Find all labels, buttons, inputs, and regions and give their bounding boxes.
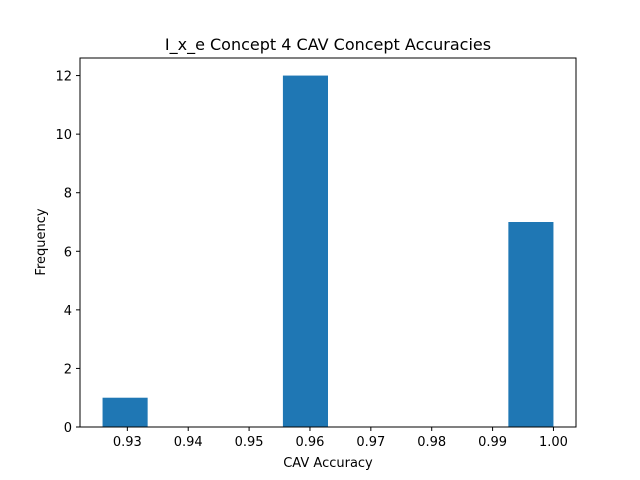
- y-tick-label: 4: [64, 304, 72, 319]
- y-tick-label: 6: [64, 245, 72, 260]
- y-axis-ticks: 0 2 4 6 8 10 12: [55, 70, 80, 436]
- bars-group: [102, 75, 554, 427]
- x-tick-label: 0.94: [174, 435, 203, 450]
- x-tick-label: 1.00: [539, 435, 568, 450]
- x-axis-ticks: 0.93 0.94 0.95 0.96 0.97 0.98 0.99 1.00: [113, 427, 568, 450]
- histogram-bar-9: [508, 222, 554, 427]
- y-tick-label: 0: [64, 421, 72, 436]
- histogram-bar-0: [102, 397, 148, 427]
- x-tick-label: 0.98: [417, 435, 446, 450]
- x-tick-label: 0.93: [113, 435, 142, 450]
- y-tick-label: 10: [55, 128, 72, 143]
- x-axis-label: CAV Accuracy: [283, 456, 373, 471]
- y-axis-label: Frequency: [34, 208, 49, 275]
- y-tick-label: 8: [64, 187, 72, 202]
- histogram-bar-4: [282, 75, 328, 427]
- plot-frame: [79, 57, 577, 428]
- x-tick-label: 0.99: [478, 435, 507, 450]
- x-tick-label: 0.96: [295, 435, 324, 450]
- x-tick-label: 0.95: [235, 435, 264, 450]
- y-tick-label: 12: [55, 70, 72, 85]
- x-tick-label: 0.97: [356, 435, 385, 450]
- y-tick-label: 2: [64, 362, 72, 377]
- chart-title: I_x_e Concept 4 CAV Concept Accuracies: [165, 35, 491, 55]
